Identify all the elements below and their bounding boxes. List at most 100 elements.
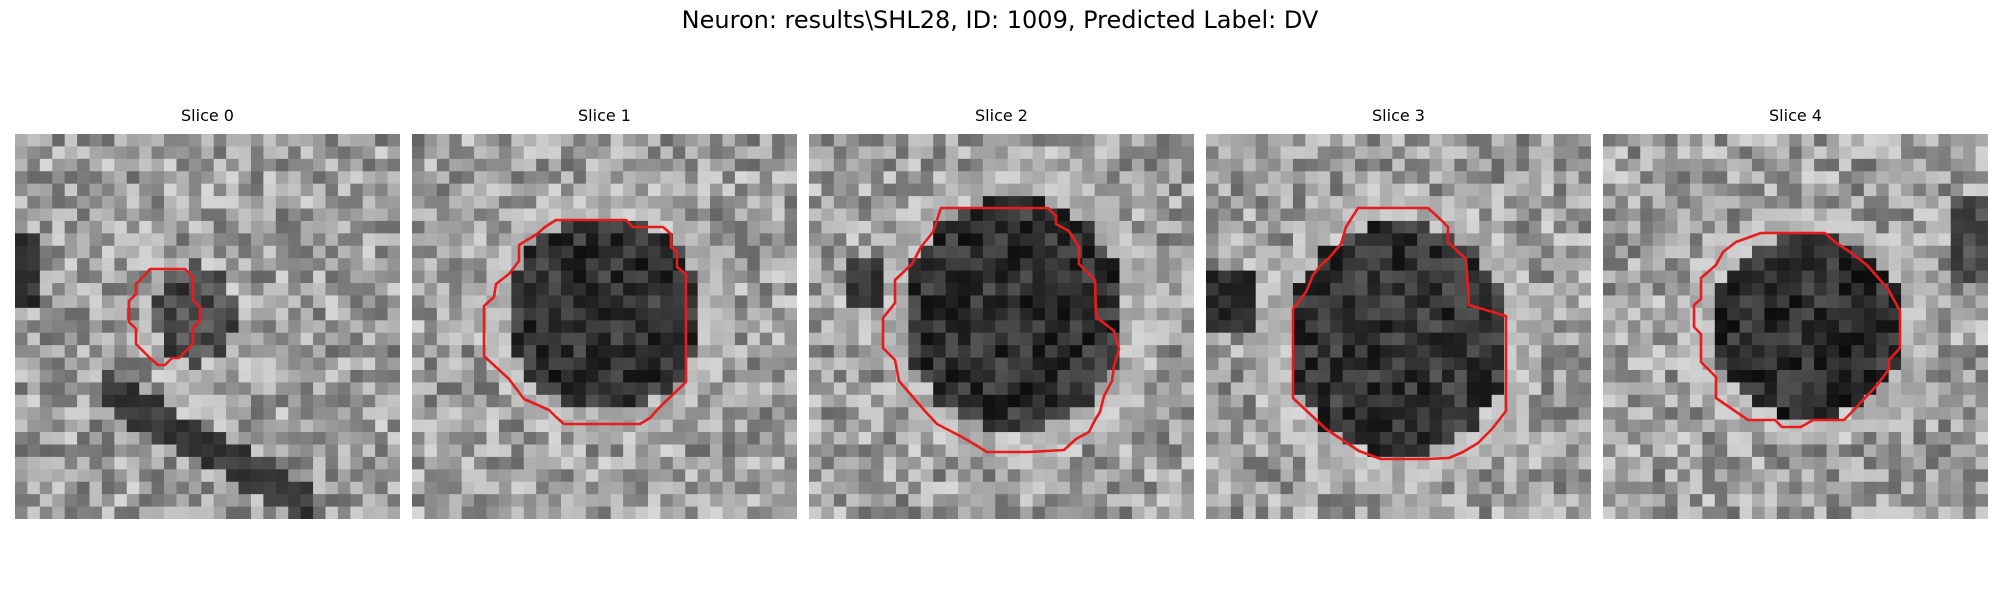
image-pixel — [1330, 469, 1344, 483]
image-pixel — [300, 332, 314, 346]
image-pixel — [1876, 345, 1890, 359]
image-pixel — [1020, 494, 1034, 508]
image-pixel — [1044, 506, 1058, 519]
image-pixel — [734, 345, 748, 359]
image-pixel — [1652, 220, 1666, 234]
image-pixel — [561, 295, 575, 309]
image-pixel — [1280, 233, 1294, 247]
image-pixel — [945, 432, 959, 446]
image-pixel — [1069, 394, 1083, 408]
image-pixel — [672, 307, 686, 321]
image-pixel — [288, 158, 302, 172]
image-pixel — [1131, 233, 1145, 247]
image-pixel — [1466, 183, 1480, 197]
image-pixel — [821, 295, 835, 309]
image-pixel — [387, 394, 400, 408]
image-pixel — [1020, 506, 1034, 519]
image-pixel — [1131, 320, 1145, 334]
image-pixel — [1752, 444, 1766, 458]
image-pixel — [1727, 332, 1741, 346]
image-pixel — [1491, 146, 1505, 160]
image-pixel — [747, 208, 761, 222]
image-pixel — [1938, 295, 1952, 309]
image-pixel — [1975, 183, 1988, 197]
image-pixel — [1131, 295, 1145, 309]
image-pixel — [1032, 345, 1046, 359]
image-pixel — [920, 307, 934, 321]
image-pixel — [1553, 494, 1567, 508]
image-pixel — [1280, 258, 1294, 272]
image-pixel — [226, 456, 240, 470]
image-pixel — [920, 382, 934, 396]
image-pixel — [970, 456, 984, 470]
image-pixel — [1156, 245, 1170, 259]
image-pixel — [1652, 258, 1666, 272]
image-pixel — [1044, 494, 1058, 508]
image-pixel — [449, 481, 463, 495]
image-pixel — [151, 469, 165, 483]
image-pixel — [1578, 357, 1591, 371]
image-pixel — [1441, 407, 1455, 421]
image-pixel — [1553, 444, 1567, 458]
image-pixel — [1169, 419, 1183, 433]
image-pixel — [52, 506, 66, 519]
image-pixel — [263, 332, 277, 346]
image-pixel — [1838, 295, 1852, 309]
image-pixel — [1144, 134, 1158, 148]
image-pixel — [1491, 419, 1505, 433]
image-pixel — [1603, 506, 1617, 519]
image-pixel — [52, 345, 66, 359]
image-pixel — [982, 307, 996, 321]
image-pixel — [1764, 444, 1778, 458]
image-pixel — [995, 481, 1009, 495]
image-pixel — [1181, 183, 1194, 197]
image-pixel — [164, 146, 178, 160]
image-pixel — [64, 220, 78, 234]
image-pixel — [474, 369, 488, 383]
image-pixel — [486, 134, 500, 148]
image-pixel — [449, 419, 463, 433]
image-pixel — [1963, 295, 1977, 309]
image-pixel — [275, 146, 289, 160]
image-pixel — [1901, 196, 1915, 210]
image-pixel — [461, 506, 475, 519]
image-pixel — [1876, 307, 1890, 321]
image-pixel — [561, 307, 575, 321]
image-pixel — [1541, 283, 1555, 297]
image-pixel — [1764, 506, 1778, 519]
image-pixel — [1553, 320, 1567, 334]
image-pixel — [1156, 394, 1170, 408]
image-pixel — [945, 481, 959, 495]
image-pixel — [759, 394, 773, 408]
image-pixel — [1292, 357, 1306, 371]
image-pixel — [1181, 444, 1194, 458]
image-pixel — [176, 419, 190, 433]
image-pixel — [1280, 295, 1294, 309]
image-pixel — [1181, 506, 1194, 519]
image-pixel — [846, 183, 860, 197]
image-pixel — [1677, 283, 1691, 297]
image-pixel — [176, 146, 190, 160]
image-pixel — [412, 469, 426, 483]
image-pixel — [710, 444, 724, 458]
image-pixel — [449, 258, 463, 272]
image-pixel — [747, 220, 761, 234]
image-pixel — [1255, 270, 1269, 284]
image-pixel — [1888, 208, 1902, 222]
image-pixel — [1863, 407, 1877, 421]
image-pixel — [250, 171, 264, 185]
image-pixel — [1727, 394, 1741, 408]
image-pixel — [1404, 320, 1418, 334]
image-pixel — [201, 332, 215, 346]
image-pixel — [39, 134, 53, 148]
image-pixel — [213, 196, 227, 210]
image-pixel — [747, 506, 761, 519]
image-pixel — [1044, 456, 1058, 470]
image-pixel — [1578, 295, 1591, 309]
image-pixel — [1144, 320, 1158, 334]
image-pixel — [660, 345, 674, 359]
image-pixel — [52, 233, 66, 247]
image-pixel — [871, 419, 885, 433]
image-pixel — [734, 196, 748, 210]
image-pixel — [250, 183, 264, 197]
